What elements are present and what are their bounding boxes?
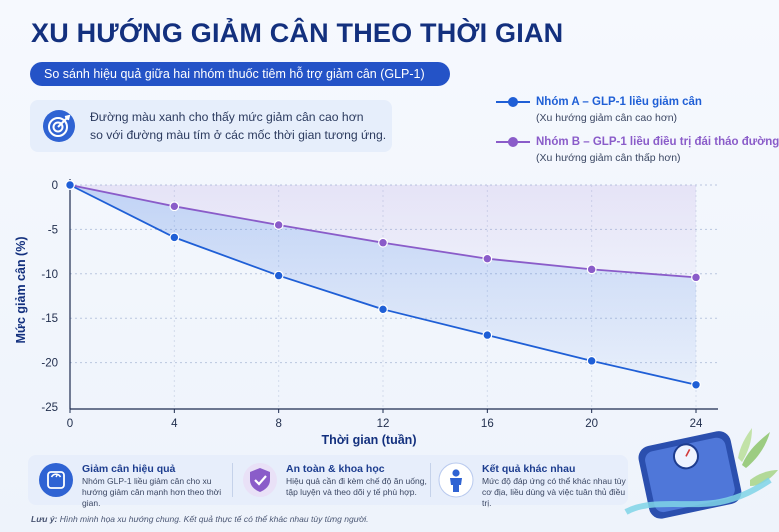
data-point-b — [586, 264, 597, 275]
feature-divider — [232, 463, 233, 497]
data-point-b — [691, 272, 701, 283]
target-icon — [43, 110, 75, 142]
x-axis-title: Thời gian (tuần) — [322, 433, 417, 447]
y-tick-label: -15 — [41, 313, 58, 325]
note-box: Đường màu xanh cho thấy mức giảm cân cao… — [30, 100, 392, 152]
x-tick-label: 4 — [171, 418, 178, 430]
feature-divider — [430, 463, 431, 497]
note-line-1: Đường màu xanh cho thấy mức giảm cân cao… — [90, 110, 364, 124]
person-icon — [438, 462, 474, 498]
data-point-a — [586, 355, 597, 366]
feature-title-2: An toàn & khoa học — [286, 463, 385, 475]
subtitle-banner: So sánh hiệu quả giữa hai nhóm thuốc tiê… — [30, 62, 450, 86]
data-point-a — [273, 270, 284, 281]
series-a-area — [70, 185, 696, 385]
legend-item-a: Nhóm A – GLP-1 liều giảm cân (Xu hướng g… — [496, 96, 779, 136]
data-point-b — [378, 237, 388, 248]
footnote-label: Lưu ý: — [31, 514, 58, 524]
legend-marker-a — [508, 97, 518, 107]
data-point-a — [378, 304, 388, 315]
y-tick-label: -5 — [48, 224, 58, 236]
data-point-b — [482, 253, 493, 264]
feature-title-1: Giảm cân hiệu quả — [82, 463, 176, 475]
feature-strip: Giảm cân hiệu quả Nhóm GLP-1 liều giảm c… — [28, 455, 628, 508]
data-point-a — [169, 232, 180, 243]
x-tick-label: 16 — [481, 418, 494, 430]
y-tick-label: 0 — [52, 180, 58, 192]
x-tick-label: 8 — [275, 418, 281, 430]
series-layer — [65, 180, 701, 390]
x-tick-label: 0 — [67, 418, 73, 430]
x-tick-label: 24 — [690, 418, 703, 430]
x-tick-label: 20 — [585, 418, 598, 430]
legend-name-b: Nhóm B – GLP-1 liều điều trị đái tháo đư… — [536, 136, 779, 148]
note-line-2: so với đường màu tím ở các mốc thời gian… — [90, 128, 387, 142]
feature-weight-loss: Giảm cân hiệu quả Nhóm GLP-1 liều giảm c… — [32, 455, 232, 508]
scale-icon — [39, 463, 73, 497]
data-point-a — [482, 330, 493, 340]
feature-safety: An toàn & khoa học Hiệu quả cần đi kèm c… — [236, 455, 432, 505]
footnote: Lưu ý: Hình minh họa xu hướng chung. Kết… — [31, 514, 368, 524]
data-point-b — [273, 220, 284, 230]
bathroom-scale-illustration — [624, 428, 778, 519]
data-point-b — [169, 201, 180, 212]
feature-results: Kết quả khác nhau Mức độ đáp ứng có thể … — [432, 455, 628, 508]
axis-layer: 0 -5 -10 -15 -20 -25 0 4 8 12 16 20 24 — [41, 179, 718, 430]
feature-desc-3: Mức độ đáp ứng có thể khác nhau tùy cơ đ… — [482, 476, 626, 508]
feature-title-3: Kết quả khác nhau — [482, 463, 576, 475]
series-b-area — [70, 185, 696, 278]
y-axis-title: Mức giảm cân (%) — [14, 237, 28, 344]
feature-desc-1: Nhóm GLP-1 liều giảm cân cho xu hướng gi… — [82, 476, 222, 508]
legend-marker-b — [508, 137, 518, 147]
legend-name-a: Nhóm A – GLP-1 liều giảm cân — [536, 96, 702, 108]
chart-legend: Nhóm A – GLP-1 liều giảm cân (Xu hướng g… — [496, 96, 779, 176]
legend-sub-b: (Xu hướng giảm cân thấp hơn) — [536, 152, 681, 164]
legend-sub-a: (Xu hướng giảm cân cao hơn) — [536, 112, 678, 124]
x-tick-label: 12 — [377, 418, 390, 430]
footnote-text: Hình minh họa xu hướng chung. Kết quả th… — [57, 514, 369, 524]
legend-item-b: Nhóm B – GLP-1 liều điều trị đái tháo đư… — [496, 136, 779, 176]
shield-check-icon — [243, 463, 277, 497]
note-text: Đường màu xanh cho thấy mức giảm cân cao… — [90, 108, 390, 144]
y-tick-label: -25 — [41, 402, 58, 414]
line-chart: 0 -5 -10 -15 -20 -25 0 4 8 12 16 20 24 Thời gian (tu… — [14, 179, 718, 447]
feature-desc-2: Hiệu quả cần đi kèm chế độ ăn uống, tập … — [286, 476, 427, 497]
area-layer — [70, 185, 696, 385]
data-point-a — [65, 180, 75, 190]
y-tick-label: -10 — [41, 269, 58, 281]
y-tick-label: -20 — [41, 358, 58, 370]
data-point-a — [691, 379, 701, 390]
page-title: XU HƯỚNG GIẢM CÂN THEO THỜI GIAN — [31, 18, 564, 48]
